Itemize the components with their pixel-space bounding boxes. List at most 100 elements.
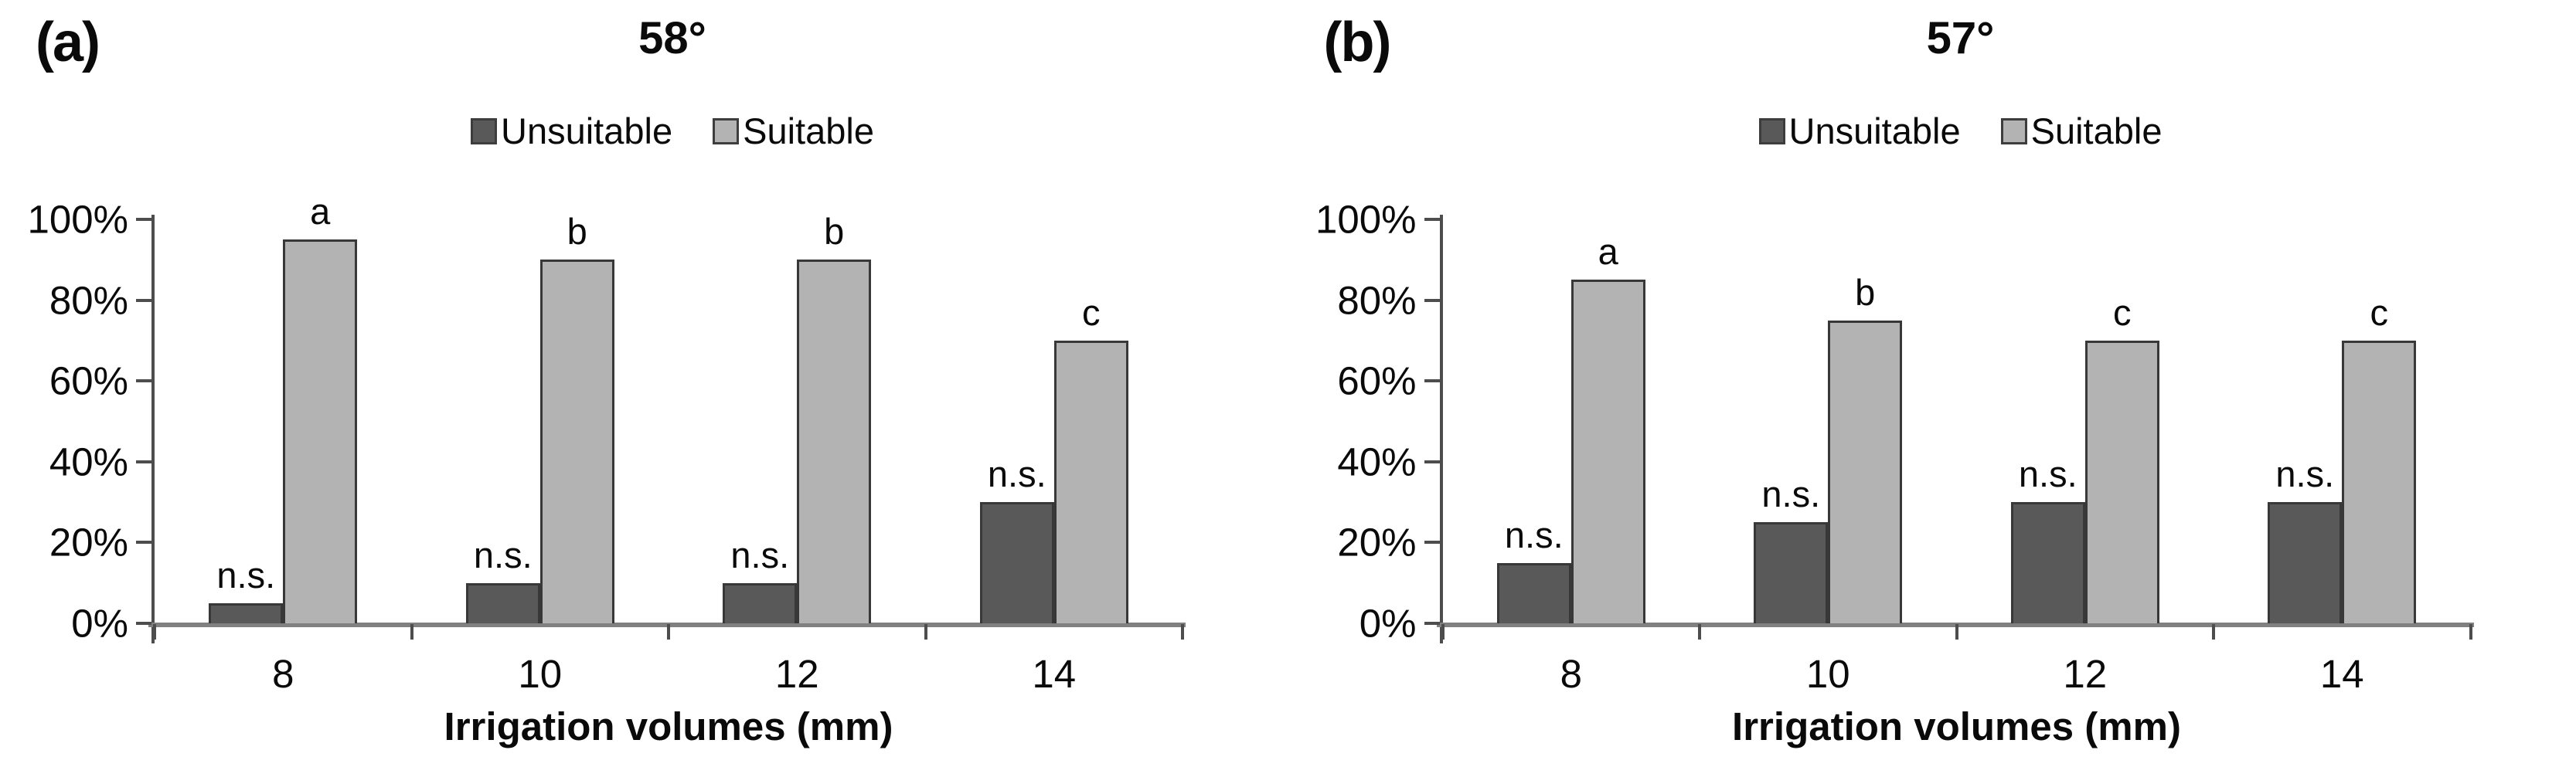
bar-annotation: n.s.: [1504, 514, 1564, 555]
y-axis-line: [1439, 215, 1443, 643]
y-tick-mark: [1424, 541, 1440, 545]
bar-annotation: n.s.: [2275, 453, 2335, 495]
y-tick-mark: [136, 622, 151, 625]
y-tick-mark: [1424, 460, 1440, 463]
y-tick-label: 20%: [49, 520, 128, 565]
legend: Unsuitable Suitable: [1443, 110, 2479, 152]
bar-suitable-8: a: [283, 191, 358, 623]
x-tick-label: 12: [774, 652, 819, 696]
x-tick-mark: [153, 624, 156, 640]
bar-group-12: n.s. c: [1957, 219, 2214, 623]
chart-panel-a: (a) 58° Unsuitable Suitable 100% 8 0% 60% 40% 20%…: [28, 12, 1190, 748]
x-tick-mark: [2469, 624, 2472, 640]
y-tick-mark: [136, 218, 151, 221]
y-tick-label: 40%: [1337, 439, 1417, 484]
bar-suitable-14: c: [1053, 292, 1128, 623]
x-tick-mark: [1955, 624, 1958, 640]
y-tick-label: 60%: [1337, 358, 1417, 403]
y-tick-mark: [136, 298, 151, 302]
y-tick-label: 40%: [49, 439, 128, 484]
panel-label: (a): [36, 12, 100, 73]
legend-label: Suitable: [2030, 110, 2163, 151]
legend-label: Suitable: [743, 110, 874, 151]
y-tick-mark: [1424, 298, 1440, 302]
x-tick-mark: [1441, 624, 1445, 640]
bar-suitable-12: b: [797, 211, 872, 623]
bar-annotation: a: [310, 191, 331, 232]
legend-item-unsuitable: Unsuitable: [1758, 110, 1961, 152]
legend: Unsuitable Suitable: [155, 110, 1190, 152]
x-tick-label: 8: [1560, 652, 1582, 696]
y-tick-label: 60%: [49, 358, 128, 403]
legend-label: Unsuitable: [501, 110, 673, 151]
bar-unsuitable-8: n.s.: [209, 555, 284, 623]
y-tick-mark: [136, 379, 151, 383]
y-tick-label: 0%: [71, 601, 128, 646]
bar-suitable-8: a: [1570, 231, 1645, 623]
legend-swatch-unsuitable-icon: [471, 117, 498, 144]
bar-annotation: c: [2113, 291, 2132, 333]
x-tick-mark: [2212, 624, 2215, 640]
x-tick-label: 10: [518, 652, 563, 696]
x-tick-label: 8: [272, 652, 294, 696]
x-axis-title: Irrigation volumes (mm): [444, 704, 893, 748]
y-tick-mark: [1424, 622, 1440, 625]
bar-annotation: n.s.: [473, 534, 533, 575]
legend-swatch-suitable-icon: [2000, 117, 2027, 144]
panel-label: (b): [1323, 12, 1392, 73]
y-tick-mark: [136, 541, 151, 545]
y-tick-label: 100%: [1315, 197, 1417, 242]
bar-unsuitable-10: n.s.: [1754, 473, 1829, 623]
bar-unsuitable-14: n.s.: [979, 453, 1054, 623]
bar-annotation: b: [824, 211, 845, 253]
chart-title: 58°: [638, 13, 706, 63]
x-tick-label: 12: [2063, 652, 2108, 696]
legend-swatch-unsuitable-icon: [1758, 117, 1785, 144]
chart-title: 57°: [1926, 13, 1995, 63]
legend-item-unsuitable: Unsuitable: [471, 110, 672, 152]
bar-unsuitable-10: n.s.: [465, 535, 540, 623]
plot-area-a: 100% 80% 60% 40% 20% 0% n.s. a 8 n.s. b 10 n.s. b 12 n.…: [28, 191, 1186, 748]
legend-item-suitable: Suitable: [713, 110, 874, 152]
y-tick-label: 80%: [1337, 278, 1417, 323]
bar-annotation: b: [1855, 271, 1876, 313]
bar-suitable-10: b: [539, 211, 614, 623]
x-tick-mark: [1181, 624, 1184, 640]
x-tick-label: 14: [2319, 652, 2364, 696]
bar-annotation: c: [1082, 291, 1101, 333]
y-axis-line: [151, 215, 155, 643]
bar-annotation: n.s.: [730, 534, 790, 575]
bar-suitable-10: b: [1828, 272, 1903, 623]
x-tick-label: 10: [1805, 652, 1850, 696]
bar-group-10: n.s. b: [1700, 219, 1957, 623]
bar-group-14: n.s. c: [2214, 219, 2471, 623]
legend-swatch-suitable-icon: [713, 117, 740, 144]
plot-area-b: 100% 80% 60% 40% 20% 0% n.s. a 8 n.s. b 10 n.s. c 12 n.…: [1315, 198, 2474, 748]
y-tick-mark: [136, 460, 151, 463]
legend-label: Unsuitable: [1788, 110, 1961, 151]
bar-group-8: n.s. a: [155, 191, 412, 623]
x-tick-label: 14: [1032, 652, 1077, 696]
bar-group-14: n.s. c: [926, 219, 1183, 623]
bar-annotation: n.s.: [1761, 473, 1821, 515]
x-tick-mark: [410, 624, 413, 640]
bar-annotation: n.s.: [2018, 453, 2077, 495]
bar-annotation: n.s.: [216, 554, 276, 596]
x-tick-mark: [1698, 624, 1701, 640]
bar-unsuitable-12: n.s.: [723, 535, 798, 623]
chart-panel-b: (b) 57° Unsuitable Suitable 100% 80% 60% 40% 20%…: [1288, 0, 2576, 767]
y-tick-label: 100%: [27, 197, 128, 242]
bar-unsuitable-12: n.s.: [2010, 453, 2085, 623]
bar-unsuitable-8: n.s.: [1496, 514, 1571, 623]
bar-group-8: n.s. a: [1443, 219, 1700, 623]
bar-unsuitable-14: n.s.: [2268, 453, 2343, 623]
y-tick-mark: [1424, 218, 1440, 221]
legend-item-suitable: Suitable: [2000, 110, 2163, 152]
bar-suitable-14: c: [2342, 292, 2417, 623]
y-tick-mark: [1424, 379, 1440, 383]
bar-group-12: n.s. b: [669, 211, 926, 623]
y-tick-label: 20%: [1337, 520, 1417, 565]
x-tick-mark: [924, 624, 927, 640]
y-tick-label: 0%: [1359, 601, 1417, 646]
